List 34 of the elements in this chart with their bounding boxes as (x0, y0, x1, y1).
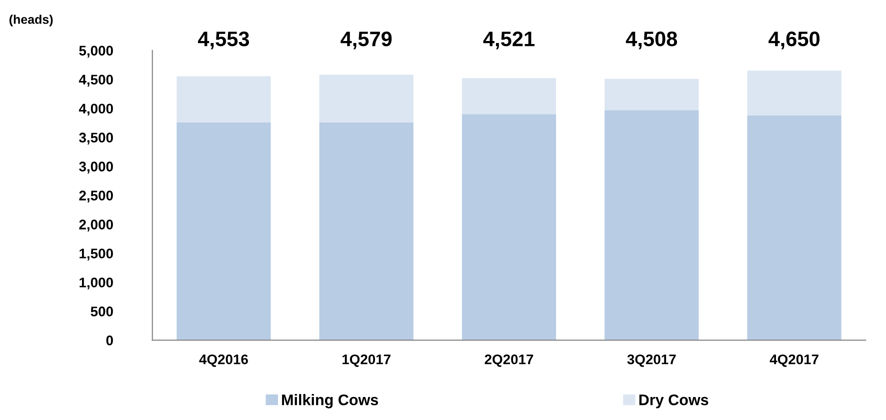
y-tick-label: 1,500 (80, 248, 113, 260)
bar (462, 114, 556, 340)
total-label: 4,508 (626, 32, 678, 50)
legend-label: Milking Cows (282, 394, 378, 408)
bar (319, 74, 414, 122)
bar (319, 122, 414, 340)
y-tick-label: 2,500 (79, 190, 113, 202)
total-label: 4,650 (768, 32, 820, 50)
y-tick-label: 5,000 (79, 46, 113, 58)
total-label: 4,521 (483, 32, 534, 50)
total-label: 4,579 (340, 32, 392, 50)
bar (747, 70, 842, 116)
y-tick-label: 3,500 (79, 132, 113, 145)
bar (176, 122, 271, 340)
y-tick-label: 4,500 (78, 74, 113, 87)
legend-label: Dry Cows (639, 394, 708, 408)
bar (604, 110, 699, 340)
x-tick-label: 2Q2017 (484, 354, 534, 367)
x-tick-label: 4Q2017 (770, 354, 818, 367)
x-tick-label: 1Q2017 (342, 354, 390, 367)
bar (462, 78, 556, 114)
total-label: 4,553 (198, 32, 250, 50)
y-tick-label: 2,000 (79, 220, 113, 232)
x-tick-label: 4Q2016 (199, 354, 248, 367)
y-tick-label: 4,000 (78, 104, 113, 116)
y-tick-label: 0 (106, 336, 113, 346)
y-axis-title: (heads) (9, 14, 53, 26)
bar (747, 115, 842, 340)
y-tick-label: 500 (90, 306, 113, 316)
y-tick-label: 3,000 (79, 162, 113, 174)
bar (176, 76, 271, 122)
y-tick-label: 1,000 (80, 278, 113, 290)
bar (604, 78, 699, 110)
x-tick-label: 3Q2017 (627, 354, 676, 367)
